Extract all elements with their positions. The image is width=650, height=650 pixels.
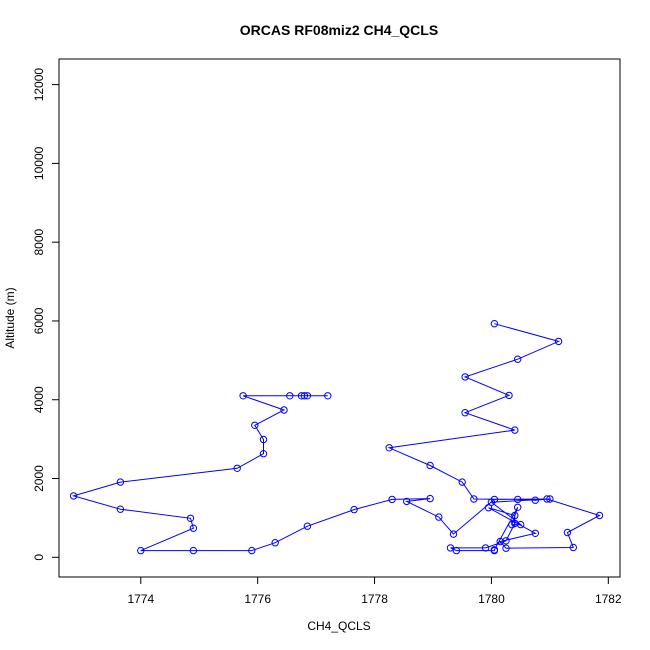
data-point — [511, 511, 519, 520]
x-tick-label: 1774 — [127, 592, 154, 606]
data-point — [502, 537, 510, 545]
data-point — [461, 409, 469, 417]
data-point — [484, 504, 493, 512]
data-point — [490, 546, 499, 554]
data-point — [470, 495, 478, 503]
data-point — [517, 520, 525, 529]
data-point — [554, 337, 563, 346]
data-point — [514, 355, 522, 363]
series-layer — [69, 320, 604, 555]
data-point — [546, 495, 554, 503]
data-point — [511, 426, 519, 434]
y-tick-label: 12000 — [32, 68, 46, 102]
data-point — [116, 505, 125, 513]
data-point — [69, 492, 78, 500]
x-tick-label: 1782 — [595, 592, 622, 606]
data-point — [461, 373, 469, 381]
data-point — [569, 543, 577, 552]
data-point — [426, 494, 434, 503]
data-point — [233, 464, 241, 472]
data-point — [251, 421, 259, 429]
data-point — [458, 478, 466, 486]
data-point — [137, 546, 145, 555]
data-point — [116, 478, 125, 486]
data-point — [350, 505, 358, 514]
x-tick-label: 1780 — [478, 592, 505, 606]
data-point — [186, 514, 195, 522]
data-point — [403, 497, 411, 506]
data-point — [239, 392, 247, 400]
data-point — [385, 444, 393, 452]
x-axis-label: CH4_QCLS — [307, 619, 370, 633]
data-point — [388, 495, 396, 504]
data-point — [508, 520, 516, 529]
data-point — [271, 539, 279, 547]
data-point — [531, 496, 539, 504]
data-point — [595, 511, 604, 520]
data-point — [248, 546, 256, 555]
data-point — [189, 524, 198, 532]
data-point — [446, 544, 455, 552]
data-point — [435, 513, 443, 521]
data-point — [490, 495, 499, 504]
y-tick-label: 10000 — [32, 146, 46, 180]
data-point — [426, 461, 434, 470]
data-point — [481, 544, 490, 552]
data-point — [259, 450, 268, 458]
data-point — [300, 392, 309, 400]
data-point — [505, 391, 513, 400]
y-tick-label: 4000 — [32, 386, 46, 413]
y-tick-label: 0 — [32, 554, 46, 561]
x-tick-label: 1778 — [361, 592, 388, 606]
data-point — [189, 546, 198, 555]
x-axis: 1774 1776 1778 1780 1782 — [127, 576, 622, 606]
data-point — [496, 537, 504, 546]
y-tick-label: 6000 — [32, 307, 46, 334]
data-point — [563, 528, 572, 537]
data-point — [514, 495, 522, 504]
y-axis: 0 2000 4000 6000 8000 10000 12000 — [32, 68, 60, 561]
y-axis-label: Altitude (m) — [3, 287, 17, 348]
data-point — [543, 495, 551, 503]
data-point — [452, 546, 461, 555]
data-point — [531, 529, 539, 537]
x-tick-label: 1776 — [244, 592, 271, 606]
chart-title: ORCAS RF08miz2 CH4_QCLS — [240, 22, 438, 38]
data-point — [449, 530, 458, 538]
data-point — [259, 435, 268, 444]
data-point — [286, 392, 294, 400]
y-tick-label: 8000 — [32, 229, 46, 256]
data-point — [303, 392, 312, 400]
series-line — [71, 323, 601, 552]
data-point — [280, 406, 288, 414]
data-point — [303, 522, 312, 530]
data-point — [514, 503, 522, 511]
data-point — [324, 392, 332, 400]
y-tick-label: 2000 — [32, 465, 46, 492]
data-point — [490, 320, 499, 328]
data-point — [502, 544, 510, 552]
